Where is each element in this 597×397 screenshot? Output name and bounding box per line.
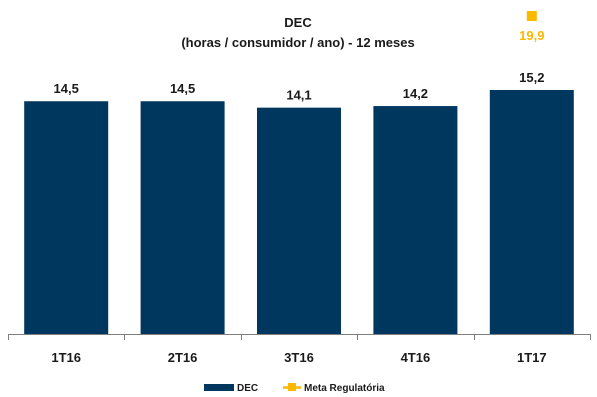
- legend: DEC Meta Regulatória: [204, 383, 385, 394]
- bar-2t16: [140, 101, 225, 334]
- legend-dec-swatch: [204, 384, 234, 391]
- bar-4t16: [373, 106, 458, 334]
- bar-value-label-4t16: 14,2: [403, 86, 428, 101]
- bar-value-label-3t16: 14,1: [286, 88, 311, 103]
- legend-dec-label: DEC: [237, 383, 258, 394]
- bar-value-label-1t16: 14,5: [54, 81, 79, 96]
- bar-value-label-2t16: 14,5: [170, 81, 195, 96]
- bar-1t17: [489, 90, 574, 334]
- bar-data-labels: 14,5 14,5 14,1 14,2 15,2: [54, 70, 545, 103]
- x-tick-label-3t16: 3T16: [284, 350, 314, 365]
- bar-1t16: [24, 101, 109, 334]
- x-tick-label-4t16: 4T16: [401, 350, 431, 365]
- x-tick-label-2t16: 2T16: [168, 350, 198, 365]
- meta-regulatoria-series: 19,9: [519, 11, 544, 43]
- chart-subtitle: (horas / consumidor / ano) - 12 meses: [181, 35, 414, 50]
- bar-value-label-1t17: 15,2: [519, 70, 544, 85]
- legend-meta-marker: [288, 383, 296, 391]
- meta-marker-1t17: [526, 11, 537, 21]
- meta-value-label: 19,9: [519, 28, 544, 43]
- legend-meta-label: Meta Regulatória: [304, 383, 385, 394]
- bar-3t16: [257, 107, 341, 334]
- x-tick-label-1t17: 1T17: [517, 350, 547, 365]
- x-tick-label-1t16: 1T16: [51, 350, 81, 365]
- bar-series-dec: [24, 90, 574, 334]
- x-axis-tick-labels: 1T16 2T16 3T16 4T16 1T17: [51, 350, 546, 365]
- x-axis-ticks: [8, 334, 591, 340]
- chart-title: DEC: [284, 15, 312, 30]
